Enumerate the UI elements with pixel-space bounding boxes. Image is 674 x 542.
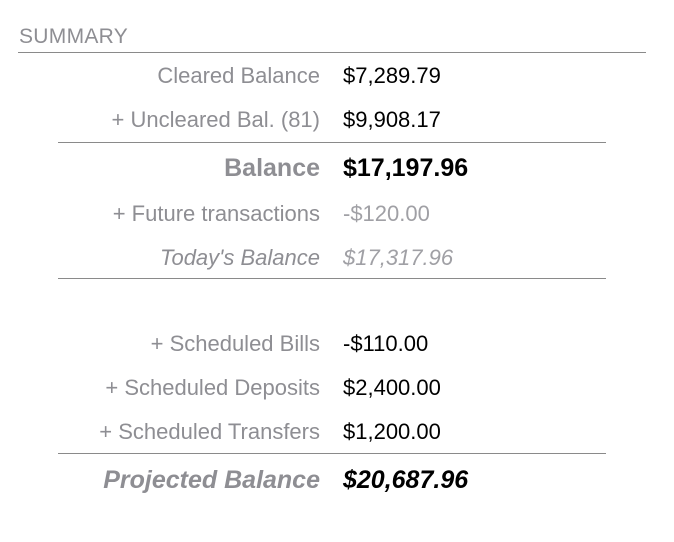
row-value: $9,908.17 — [343, 107, 441, 132]
row-value: $7,289.79 — [343, 63, 441, 88]
row-value: $17,197.96 — [343, 154, 469, 182]
row-label: + Scheduled Bills — [150, 331, 320, 356]
row-value: $2,400.00 — [343, 375, 441, 400]
row-label: + Scheduled Transfers — [99, 419, 320, 444]
todays-balance-row: Today's Balance $17,317.96 — [0, 243, 674, 273]
row-label: Balance — [224, 154, 320, 182]
row-value: $1,200.00 — [343, 419, 441, 444]
row-label: + Future transactions — [112, 201, 320, 226]
uncleared-balance-row: + Uncleared Bal. (81) $9,908.17 — [0, 105, 674, 135]
row-label: Cleared Balance — [157, 63, 320, 88]
divider — [58, 142, 606, 143]
divider — [58, 278, 606, 279]
projected-balance-row: Projected Balance $20,687.96 — [0, 465, 674, 495]
row-label: Projected Balance — [103, 466, 320, 494]
future-transactions-row: + Future transactions -$120.00 — [0, 199, 674, 229]
scheduled-transfers-row: + Scheduled Transfers $1,200.00 — [0, 417, 674, 447]
row-label: + Uncleared Bal. (81) — [111, 107, 321, 132]
scheduled-bills-row: + Scheduled Bills -$110.00 — [0, 329, 674, 359]
divider — [58, 453, 606, 454]
row-value: $20,687.96 — [343, 466, 469, 494]
summary-header: SUMMARY — [19, 25, 129, 48]
row-label: Today's Balance — [160, 245, 320, 270]
row-value: -$120.00 — [343, 201, 430, 226]
row-label: + Scheduled Deposits — [105, 375, 320, 400]
row-value: $17,317.96 — [343, 245, 454, 270]
cleared-balance-row: Cleared Balance $7,289.79 — [0, 61, 674, 91]
row-value: -$110.00 — [343, 331, 429, 356]
balance-row: Balance $17,197.96 — [0, 153, 674, 183]
scheduled-deposits-row: + Scheduled Deposits $2,400.00 — [0, 373, 674, 403]
header-divider — [18, 52, 646, 53]
